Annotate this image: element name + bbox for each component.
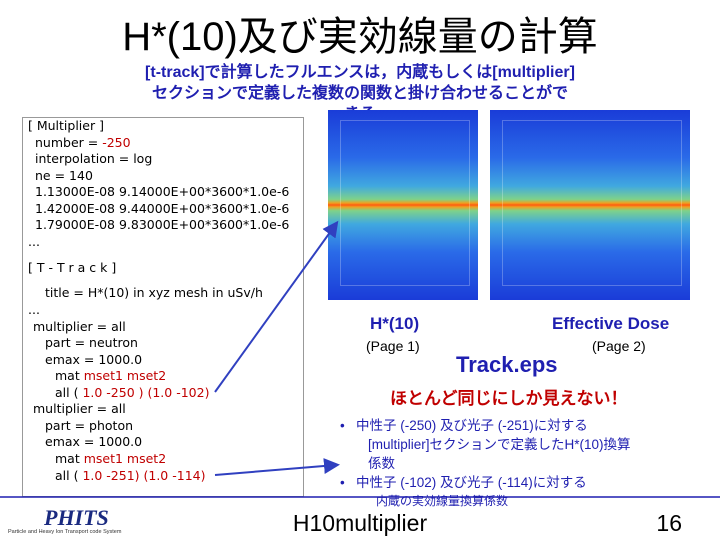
dose-image	[490, 110, 690, 300]
code-line: multiplier = all	[33, 401, 126, 416]
bullet-text: [multiplier]セクションで定義したH*(10)換算	[368, 437, 631, 452]
code-value: -250	[102, 135, 131, 150]
code-text: emax = 1000.0	[45, 434, 143, 449]
code-line: multiplier = all	[33, 319, 126, 334]
logo: PHITS	[44, 505, 109, 530]
h10-image	[328, 110, 478, 300]
code-line: [ Multiplier ]	[28, 118, 104, 133]
subtitle-line: セクションで定義した複数の関数と掛け合わせることがで	[151, 85, 568, 102]
remark: ほとんど同じにしか見えない！	[390, 389, 628, 408]
bullet-text: 係数	[368, 456, 395, 471]
logo-sub: Particle and Heavy Ion Transport code Sy…	[8, 529, 122, 535]
code-text: all (	[55, 385, 83, 400]
code-line: title = H*(10) in xyz mesh in uSv/h	[45, 285, 263, 300]
code-text: part = photon	[45, 418, 134, 433]
code-text: all (	[55, 468, 83, 483]
bullet-text: 中性子 (-102) 及び光子 (-114)に対する	[355, 475, 587, 490]
code-text: multiplier = all	[33, 401, 126, 416]
code-line: ne = 140	[35, 168, 93, 183]
code-text: title = H*(10) in xyz mesh in uSv/h	[45, 285, 263, 300]
code-line: all ( 1.0 -250 ) (1.0 -102)	[55, 385, 209, 400]
code-line: mat mset1 mset2	[55, 368, 166, 383]
code-line: part = photon	[45, 418, 133, 433]
footer-center: H10multiplier	[292, 510, 428, 536]
code-text: mat	[55, 368, 84, 383]
code-text: multiplier = all	[33, 319, 126, 334]
title: H*(10)及び実効線量の計算	[122, 15, 598, 59]
code-line: number = -250	[35, 135, 131, 150]
code-text: [ Multiplier ]	[28, 118, 104, 133]
code-line: 1.79000E-08 9.83000E+00*3600*1.0e-6	[35, 217, 289, 232]
code-line: all ( 1.0 -251) (1.0 -114)	[55, 468, 205, 483]
code-text: emax = 1000.0	[45, 352, 143, 367]
code-text: [ T - T r a c k ]	[28, 260, 117, 275]
code-text: ...	[28, 302, 40, 317]
code-value: mset1 mset2	[83, 368, 167, 383]
code-text: mat	[55, 451, 84, 466]
code-line: part = neutron	[45, 335, 138, 350]
code-value: 1.0 -250 ) (1.0 -102)	[82, 385, 210, 400]
code-line: 1.42000E-08 9.44000E+00*3600*1.0e-6	[35, 201, 289, 216]
bullet: • 中性子 (-250) 及び光子 (-251)に対する	[340, 418, 588, 433]
subtitle-line: [t-track]で計算したフルエンスは，内蔵もしくは[multiplier]	[145, 64, 575, 81]
code-line: 1.13000E-08 9.14000E+00*3600*1.0e-6	[35, 184, 289, 199]
code-line: interpolation = log	[35, 151, 152, 166]
code-line: ...	[28, 302, 40, 317]
bullet-text: 内蔵の実効線量換算係数	[376, 494, 509, 508]
code-text: ...	[28, 234, 40, 249]
bullet: • 中性子 (-102) 及び光子 (-114)に対する	[340, 475, 587, 490]
code-text: part = neutron	[45, 335, 138, 350]
code-line: emax = 1000.0	[45, 352, 142, 367]
code-text: number =	[35, 135, 103, 150]
code-line: mat mset1 mset2	[55, 451, 166, 466]
code-text: 1.42000E-08 9.44000E+00*3600*1.0e-6	[35, 201, 290, 216]
bullet-text: 中性子 (-250) 及び光子 (-251)に対する	[355, 418, 588, 433]
code-text: 1.79000E-08 9.83000E+00*3600*1.0e-6	[35, 217, 290, 232]
bullets: • 中性子 (-250) 及び光子 (-251)に対する [multiplier…	[340, 416, 631, 511]
code-value: mset1 mset2	[83, 451, 167, 466]
page-number: 16	[656, 510, 682, 536]
fig-page: (Page 1)	[366, 338, 420, 354]
code-line: ...	[28, 234, 40, 249]
code-text: ne = 140	[35, 168, 93, 183]
fig-page: (Page 2)	[592, 338, 646, 354]
fig-label: Effective Dose	[552, 314, 670, 333]
code-line: emax = 1000.0	[45, 434, 142, 449]
fig-label: H*(10)	[370, 314, 420, 333]
code-line: [ T - T r a c k ]	[28, 260, 116, 275]
file-name: Track.eps	[456, 352, 558, 377]
code-text: interpolation = log	[35, 151, 153, 166]
code-text: 1.13000E-08 9.14000E+00*3600*1.0e-6	[35, 184, 290, 199]
code-value: 1.0 -251) (1.0 -114)	[82, 468, 206, 483]
